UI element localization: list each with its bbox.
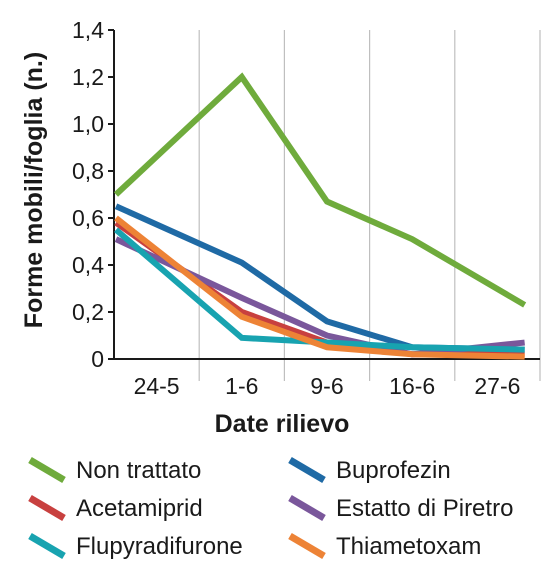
legend-swatch bbox=[288, 532, 326, 560]
y-tick-label: 1,0 bbox=[72, 111, 104, 137]
series-line-thiametoxam bbox=[114, 215, 525, 360]
x-tick-label: 16-6 bbox=[389, 373, 435, 399]
legend-item-acetamiprid: Acetamiprid bbox=[28, 494, 203, 522]
legend-label: Buprofezin bbox=[336, 457, 451, 484]
legend-item-estatto-di-piretro: Estatto di Piretro bbox=[288, 494, 513, 522]
x-tick-label: 9-6 bbox=[310, 373, 343, 399]
legend-item-thiametoxam: Thiametoxam bbox=[288, 532, 481, 560]
legend-item-flupyradifurone: Flupyradifurone bbox=[28, 532, 243, 560]
series-line-non-trattato bbox=[113, 72, 527, 308]
x-tick-labels: 24-5 1-6 9-6 16-6 27-6 bbox=[134, 373, 521, 399]
series-lines bbox=[113, 72, 527, 360]
legend-swatch bbox=[28, 494, 66, 522]
legend: Non trattato Buprofezin Acetamiprid Estatto… bbox=[28, 456, 513, 560]
legend-label: Non trattato bbox=[76, 457, 201, 484]
y-tick-label: 0,2 bbox=[72, 299, 104, 325]
grid-lines bbox=[198, 30, 541, 381]
legend-swatch bbox=[288, 456, 326, 484]
x-tick-label: 27-6 bbox=[474, 373, 520, 399]
legend-item-buprofezin: Buprofezin bbox=[288, 456, 451, 484]
y-tick-label: 0,6 bbox=[72, 205, 104, 231]
y-tick-labels: 0 0,2 0,4 0,6 0,8 1,0 1,2 1,4 bbox=[72, 17, 114, 372]
axes bbox=[113, 30, 540, 360]
legend-swatch bbox=[288, 494, 326, 522]
y-tick-label: 0,4 bbox=[72, 252, 104, 278]
legend-label: Acetamiprid bbox=[76, 495, 203, 522]
legend-label: Flupyradifurone bbox=[76, 533, 243, 560]
y-tick-label: 1,4 bbox=[72, 17, 104, 43]
y-tick-label: 1,2 bbox=[72, 64, 104, 90]
x-tick-label: 24-5 bbox=[134, 373, 180, 399]
legend-label: Thiametoxam bbox=[336, 533, 481, 560]
legend-label: Estatto di Piretro bbox=[336, 495, 513, 522]
y-tick-label: 0 bbox=[91, 346, 104, 372]
legend-swatch bbox=[28, 456, 66, 484]
y-tick-label: 0,8 bbox=[72, 158, 104, 184]
legend-swatch bbox=[28, 532, 66, 560]
x-tick-label: 1-6 bbox=[225, 373, 258, 399]
legend-item-non-trattato: Non trattato bbox=[28, 456, 201, 484]
series-line-flupyradifurone bbox=[114, 227, 525, 353]
series-line-buprofezin bbox=[114, 203, 525, 353]
y-axis-title: Forme mobili/foglia (n.) bbox=[20, 52, 48, 328]
x-axis-title: Date rilievo bbox=[215, 410, 350, 438]
